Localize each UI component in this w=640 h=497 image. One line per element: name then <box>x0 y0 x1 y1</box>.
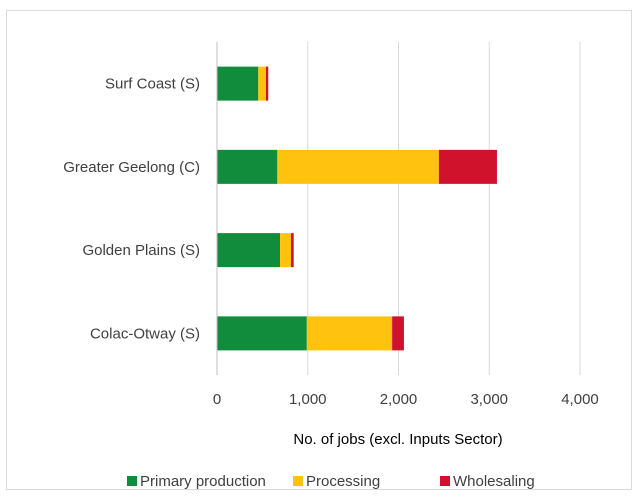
bar-wholesaling <box>266 66 269 101</box>
legend-label: Primary production <box>140 473 266 490</box>
category-label: Greater Geelong (C) <box>63 159 200 176</box>
category-label: Surf Coast (S) <box>105 76 200 93</box>
legend-label: Processing <box>306 473 380 490</box>
category-labels: Surf Coast (S) Greater Geelong (C) Golden … <box>63 76 200 343</box>
x-tick-label: 4,000 <box>561 391 599 408</box>
legend-label: Wholesaling <box>453 473 535 490</box>
bar-processing <box>277 149 439 184</box>
bar-primary-production <box>217 233 281 268</box>
x-tick-label: 0 <box>213 391 221 408</box>
x-tick-label: 1,000 <box>289 391 327 408</box>
bar-processing <box>280 233 291 268</box>
bar-primary-production <box>217 149 278 184</box>
category-label: Golden Plains (S) <box>82 242 200 259</box>
legend: Primary production Processing Wholesaling <box>127 473 535 490</box>
legend-swatch <box>440 476 450 486</box>
x-tick-labels: 0 1,000 2,000 3,000 4,000 <box>213 391 599 408</box>
bar-processing <box>306 316 393 351</box>
x-axis-label: No. of jobs (excl. Inputs Sector) <box>293 431 502 448</box>
x-tick-label: 2,000 <box>380 391 418 408</box>
legend-swatch <box>293 476 303 486</box>
bar-wholesaling <box>392 316 404 351</box>
bar-primary-production <box>217 66 259 101</box>
bar-processing <box>258 66 267 101</box>
legend-swatch <box>127 476 137 486</box>
bar-wholesaling <box>290 233 294 268</box>
chart-frame <box>6 10 632 490</box>
bars <box>216 42 497 375</box>
bar-primary-production <box>217 316 307 351</box>
category-label: Colac-Otway (S) <box>90 325 200 342</box>
bar-wholesaling <box>438 149 497 184</box>
x-tick-label: 3,000 <box>470 391 508 408</box>
